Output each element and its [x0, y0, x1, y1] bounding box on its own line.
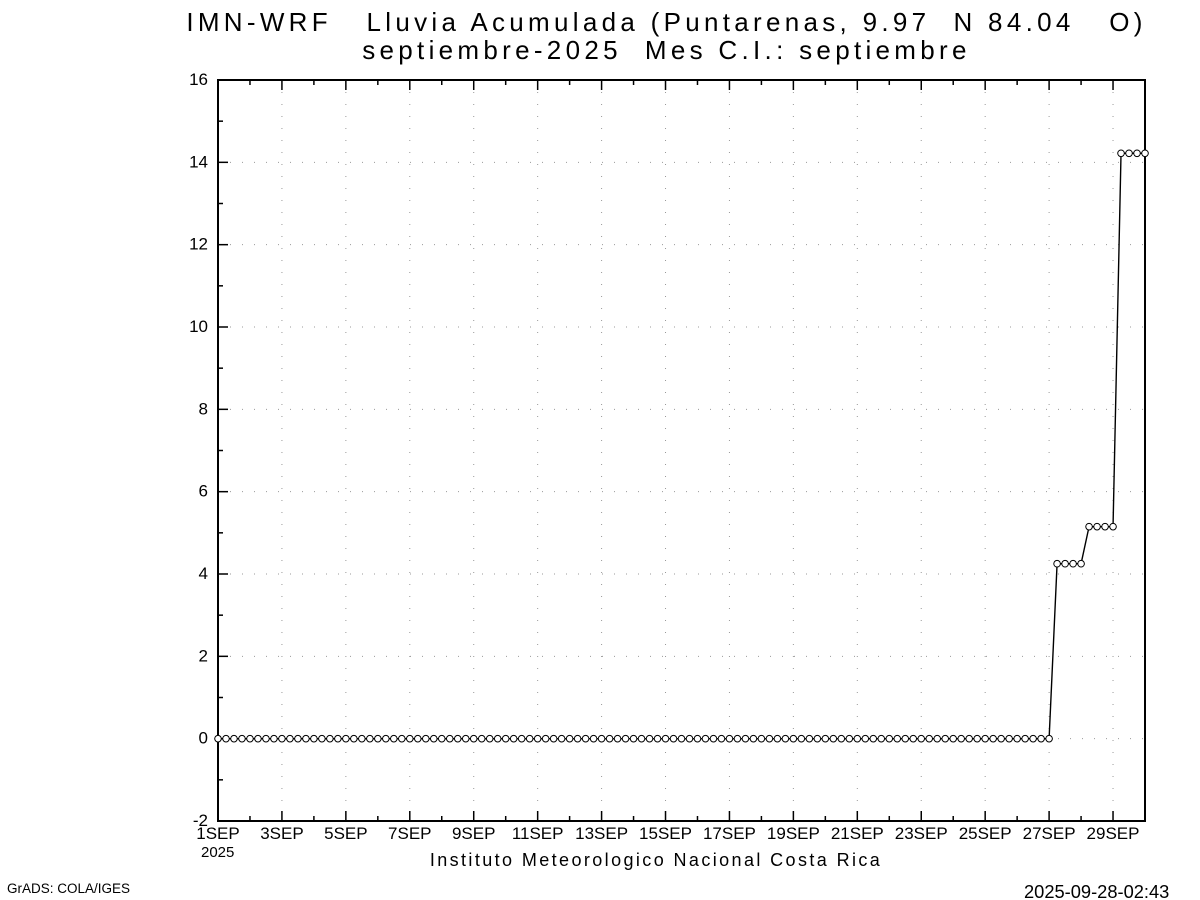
svg-text:9SEP: 9SEP [452, 824, 495, 843]
svg-text:17SEP: 17SEP [703, 824, 756, 843]
svg-text:4: 4 [199, 564, 208, 583]
svg-text:10: 10 [189, 317, 208, 336]
svg-text:27SEP: 27SEP [1023, 824, 1076, 843]
svg-text:13SEP: 13SEP [575, 824, 628, 843]
svg-text:3SEP: 3SEP [260, 824, 303, 843]
svg-text:23SEP: 23SEP [895, 824, 948, 843]
svg-text:14: 14 [189, 152, 208, 171]
svg-text:6: 6 [199, 482, 208, 501]
svg-text:5SEP: 5SEP [324, 824, 367, 843]
svg-text:2025: 2025 [201, 844, 234, 861]
svg-text:25SEP: 25SEP [959, 824, 1012, 843]
svg-text:19SEP: 19SEP [767, 824, 820, 843]
svg-text:1SEP: 1SEP [196, 824, 239, 843]
svg-text:15SEP: 15SEP [639, 824, 692, 843]
svg-text:29SEP: 29SEP [1087, 824, 1140, 843]
svg-text:16: 16 [189, 70, 208, 89]
svg-text:7SEP: 7SEP [388, 824, 431, 843]
svg-text:11SEP: 11SEP [512, 824, 564, 843]
svg-text:0: 0 [199, 729, 208, 748]
svg-text:12: 12 [189, 235, 208, 254]
svg-text:8: 8 [199, 399, 208, 418]
svg-text:2: 2 [199, 646, 208, 665]
svg-text:21SEP: 21SEP [831, 824, 884, 843]
